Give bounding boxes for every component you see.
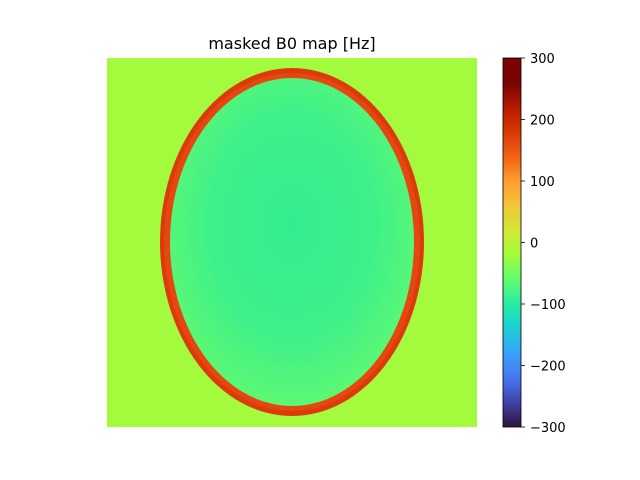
- colorbar-tick-label: 100: [530, 175, 555, 190]
- colorbar-tick-label: 300: [530, 52, 555, 67]
- colorbar-ticks: 300 200 100 0 −100 −200 −300: [521, 52, 566, 436]
- colorbar-tick-label: −300: [530, 421, 566, 436]
- colorbar-tick-label: 200: [530, 114, 555, 129]
- heatmap-image: [107, 58, 477, 427]
- colorbar-tick-label: −200: [530, 360, 566, 375]
- colorbar-tick-label: −100: [530, 298, 566, 313]
- chart-title: masked B0 map [Hz]: [208, 34, 375, 53]
- colorbar-tick-label: 0: [530, 237, 538, 252]
- colorbar: 300 200 100 0 −100 −200 −300: [502, 52, 566, 436]
- interior-region: [170, 78, 414, 406]
- colorbar-gradient: [502, 57, 522, 428]
